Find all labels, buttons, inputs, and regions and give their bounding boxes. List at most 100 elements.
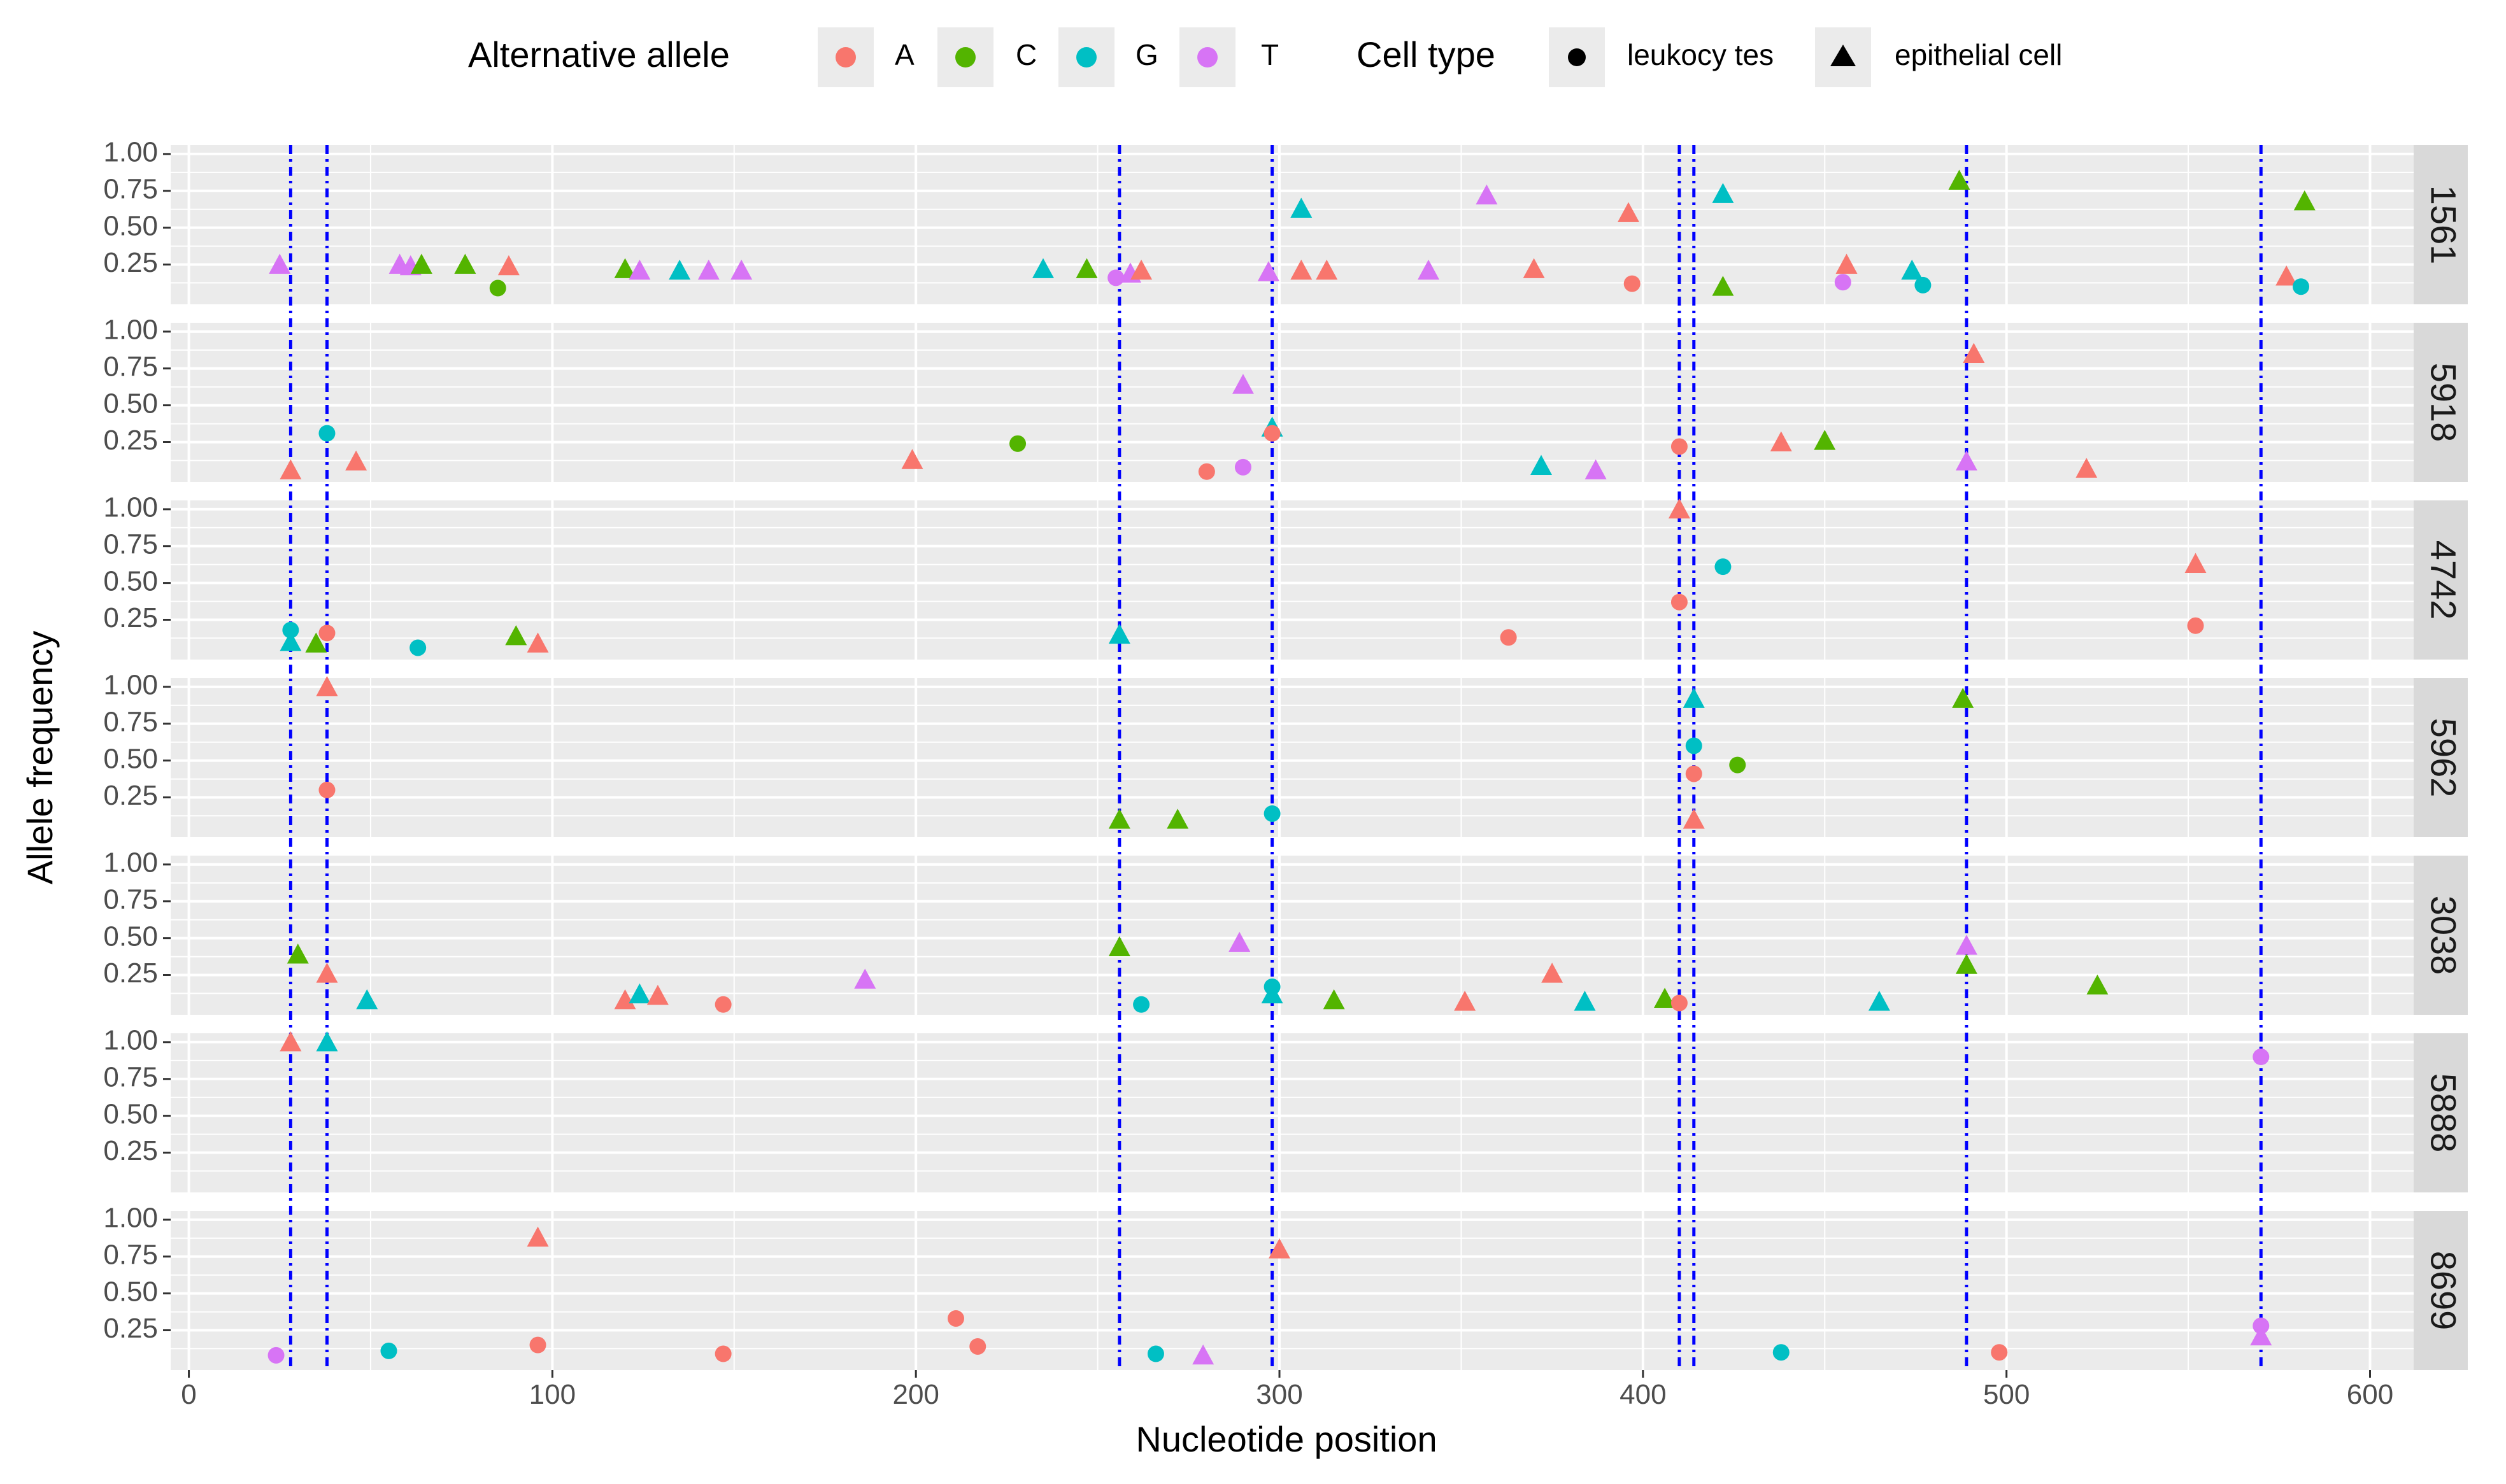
point-epithelial-A bbox=[1316, 259, 1338, 280]
facet-strip bbox=[2414, 323, 2468, 482]
y-tick-label: 0.75 bbox=[103, 884, 158, 915]
point-epithelial-C bbox=[1948, 169, 1970, 190]
point-epithelial-G bbox=[669, 259, 691, 280]
legend-key-t bbox=[1197, 47, 1218, 67]
point-leukocyte-G bbox=[1914, 276, 1932, 293]
point-epithelial-A bbox=[614, 989, 636, 1010]
point-epithelial-A bbox=[2184, 553, 2207, 573]
point-leukocyte-A bbox=[318, 625, 336, 642]
panel-background bbox=[171, 1211, 2414, 1370]
y-tick-label: 1.00 bbox=[103, 137, 158, 168]
point-leukocyte-T bbox=[1107, 269, 1125, 286]
point-epithelial-T bbox=[2250, 1325, 2272, 1346]
point-epithelial-A bbox=[527, 1226, 549, 1247]
facet-strip-label: 5918 bbox=[2424, 363, 2464, 442]
facet-strip-label: 8699 bbox=[2424, 1251, 2464, 1331]
facet-strip bbox=[2414, 856, 2468, 1015]
point-epithelial-A bbox=[316, 675, 338, 696]
point-epithelial-G bbox=[1901, 259, 1923, 280]
point-epithelial-C bbox=[305, 632, 327, 653]
point-leukocyte-A bbox=[529, 1336, 546, 1353]
point-leukocyte-A bbox=[947, 1310, 964, 1327]
y-tick-label: 0.25 bbox=[103, 602, 158, 633]
point-epithelial-C bbox=[287, 943, 309, 964]
point-epithelial-A bbox=[1523, 258, 1545, 278]
point-epithelial-T bbox=[1418, 259, 1440, 280]
point-epithelial-A bbox=[1668, 498, 1690, 519]
panel-background bbox=[171, 856, 2414, 1015]
point-epithelial-C bbox=[505, 625, 527, 646]
point-leukocyte-A bbox=[969, 1338, 986, 1355]
legend-key-a bbox=[836, 47, 856, 67]
point-leukocyte-T bbox=[267, 1346, 285, 1364]
point-epithelial-C bbox=[1108, 936, 1130, 956]
point-epithelial-A bbox=[1130, 259, 1153, 280]
point-epithelial-C bbox=[1323, 989, 1345, 1010]
facet-strip-label: 3038 bbox=[2424, 896, 2464, 975]
y-tick-label: 0.50 bbox=[103, 1276, 158, 1307]
facet-strip bbox=[2414, 1033, 2468, 1192]
point-epithelial-G bbox=[1530, 455, 1553, 475]
point-epithelial-C bbox=[614, 258, 636, 278]
point-leukocyte-C bbox=[489, 279, 506, 297]
point-epithelial-T bbox=[1476, 184, 1498, 205]
point-epithelial-A bbox=[1618, 202, 1640, 222]
point-leukocyte-C bbox=[1009, 435, 1027, 452]
y-tick-label: 0.25 bbox=[103, 1135, 158, 1166]
point-leukocyte-G bbox=[1264, 805, 1281, 822]
point-epithelial-G bbox=[1261, 983, 1283, 1004]
point-leukocyte-G bbox=[1714, 558, 1732, 576]
point-epithelial-G bbox=[280, 631, 302, 651]
y-tick-label: 0.75 bbox=[103, 351, 158, 382]
point-epithelial-C bbox=[1654, 987, 1676, 1008]
legend-cell-title: Cell type bbox=[1356, 34, 1495, 74]
point-leukocyte-A bbox=[2187, 617, 2204, 634]
point-epithelial-T bbox=[730, 259, 753, 280]
y-tick-label: 0.25 bbox=[103, 780, 158, 811]
point-epithelial-C bbox=[1108, 809, 1130, 829]
y-tick-label: 0.50 bbox=[103, 210, 158, 241]
point-leukocyte-G bbox=[1147, 1345, 1164, 1362]
point-epithelial-T bbox=[269, 253, 291, 274]
point-leukocyte-G bbox=[1685, 737, 1702, 754]
legend-label-g: G bbox=[1136, 38, 1158, 71]
y-axis-title: Allele frequency bbox=[20, 631, 60, 884]
point-epithelial-A bbox=[280, 1031, 302, 1052]
point-leukocyte-G bbox=[380, 1342, 397, 1359]
point-epithelial-G bbox=[1868, 991, 1890, 1011]
legend: Alternative allele A C G T Cell type leu… bbox=[468, 27, 2062, 87]
y-tick-label: 0.25 bbox=[103, 958, 158, 989]
facet-strip bbox=[2414, 500, 2468, 660]
point-leukocyte-A bbox=[1670, 994, 1688, 1012]
y-tick-label: 1.00 bbox=[103, 492, 158, 523]
point-leukocyte-G bbox=[2293, 278, 2310, 295]
point-epithelial-A bbox=[1835, 253, 1858, 274]
point-leukocyte-C bbox=[1729, 756, 1746, 774]
y-tick-label: 0.50 bbox=[103, 565, 158, 597]
point-epithelial-C bbox=[410, 253, 432, 274]
point-leukocyte-A bbox=[1500, 629, 1517, 646]
point-leukocyte-A bbox=[715, 1345, 732, 1362]
point-epithelial-A bbox=[1963, 343, 1985, 364]
facet-strip bbox=[2414, 1211, 2468, 1370]
y-tick-label: 0.75 bbox=[103, 528, 158, 560]
legend-label-t: T bbox=[1261, 38, 1279, 71]
point-leukocyte-G bbox=[409, 639, 427, 656]
y-tick-label: 1.00 bbox=[103, 847, 158, 879]
point-epithelial-T bbox=[1584, 459, 1607, 479]
point-leukocyte-A bbox=[1685, 765, 1702, 782]
point-leukocyte-T bbox=[2253, 1049, 2270, 1066]
legend-key-leukocytes bbox=[1568, 48, 1586, 66]
reference-lines bbox=[288, 145, 2263, 1370]
x-axis: 0 100 200 300 400 500 600 bbox=[181, 1370, 2393, 1410]
y-tick-label: 0.75 bbox=[103, 173, 158, 204]
y-tick-label: 0.75 bbox=[103, 1061, 158, 1092]
panel-background bbox=[171, 323, 2414, 482]
point-epithelial-T bbox=[629, 259, 651, 280]
facet-strip-label: 4742 bbox=[2424, 541, 2464, 620]
y-tick-label: 1.00 bbox=[103, 670, 158, 701]
point-epithelial-G bbox=[1032, 258, 1054, 278]
x-tick-label: 400 bbox=[1620, 1379, 1666, 1410]
point-leukocyte-G bbox=[318, 425, 336, 442]
point-epithelial-G bbox=[1712, 183, 1734, 203]
